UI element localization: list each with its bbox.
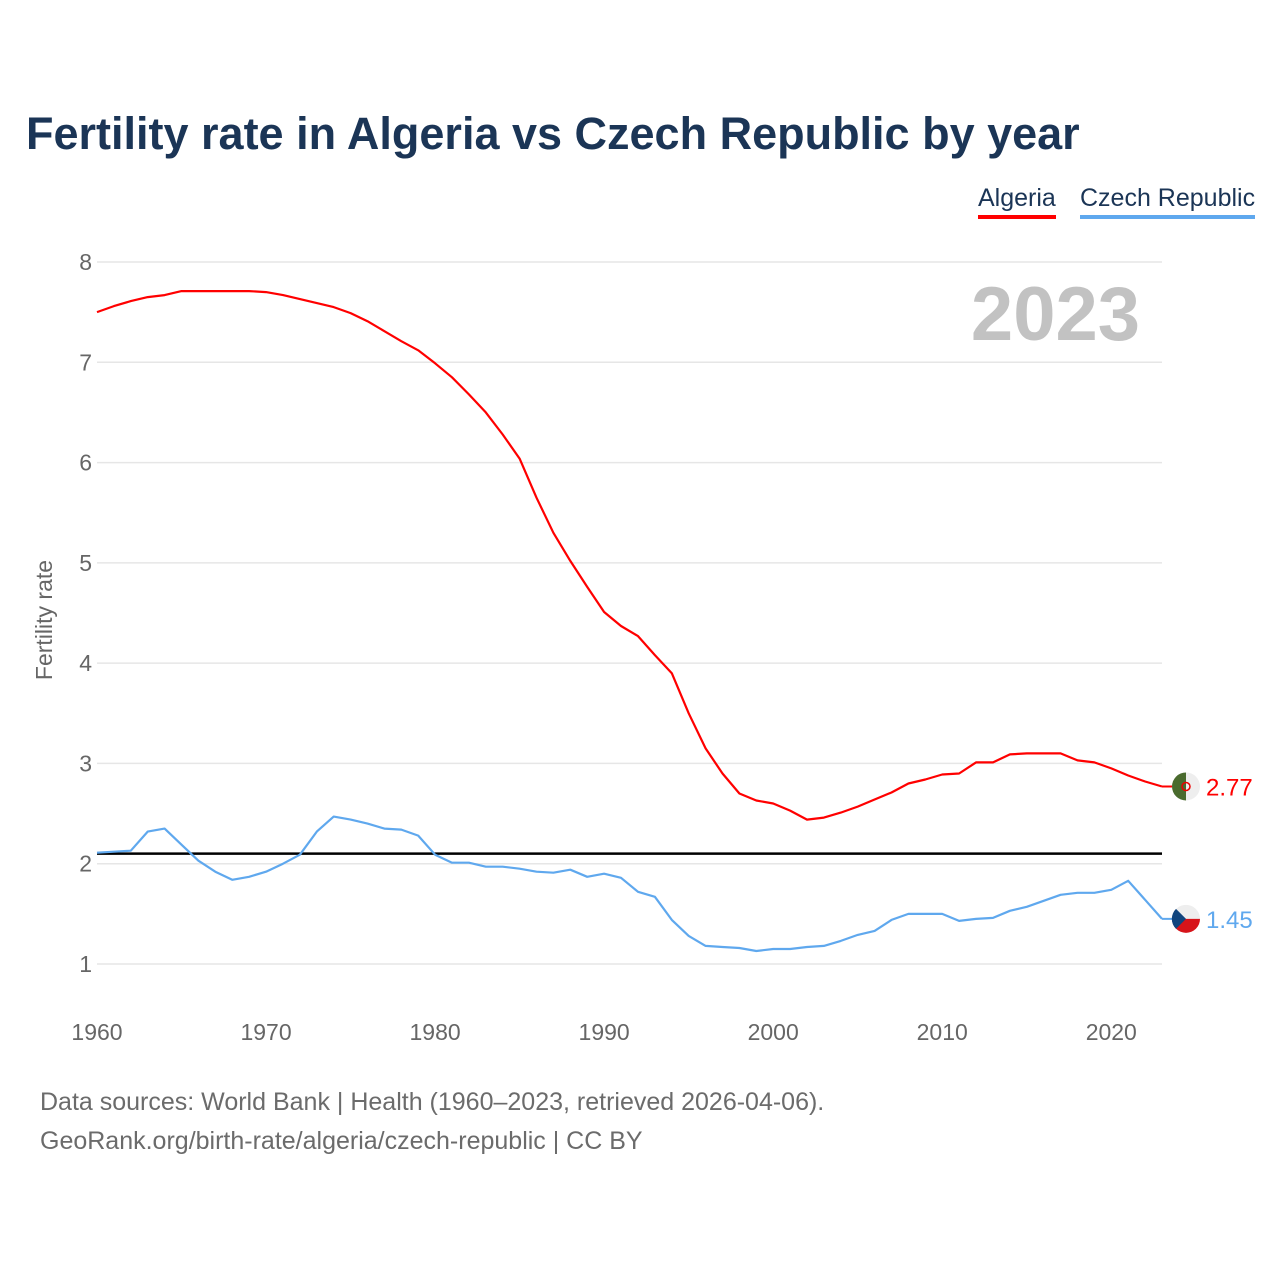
- x-tick-label: 2020: [1086, 1019, 1137, 1045]
- end-value-label: 2.77: [1206, 774, 1253, 801]
- series-line-algeria: [96, 290, 1163, 821]
- x-tick-label: 1970: [240, 1019, 291, 1045]
- x-tick-label: 1990: [579, 1019, 630, 1045]
- footer-sources: Data sources: World Bank | Health (1960–…: [40, 1088, 825, 1116]
- series-line-czech-republic: [96, 815, 1163, 953]
- footer-credit: GeoRank.org/birth-rate/algeria/czech-rep…: [40, 1127, 643, 1155]
- year-watermark: 2023: [971, 272, 1140, 357]
- chart-title: Fertility rate in Algeria vs Czech Repub…: [26, 108, 1080, 159]
- x-tick-label: 2000: [748, 1019, 799, 1045]
- x-tick-label: 2010: [917, 1019, 968, 1045]
- y-tick-label: 3: [79, 750, 92, 776]
- y-tick-label: 6: [79, 450, 92, 476]
- legend-czech-republic[interactable]: Czech Republic: [1080, 184, 1256, 219]
- y-tick-label: 4: [79, 650, 92, 676]
- legend-algeria[interactable]: Algeria: [978, 184, 1056, 219]
- y-tick-label: 8: [79, 249, 92, 275]
- y-tick-label: 1: [79, 951, 92, 977]
- x-tick-label: 1980: [410, 1019, 461, 1045]
- end-value-label: 1.45: [1206, 907, 1253, 934]
- y-tick-label: 2: [79, 851, 92, 877]
- flag-algeria-green: [1172, 772, 1186, 801]
- flag-czech-blue: [1171, 908, 1186, 929]
- flag-algeria-crescent: [1181, 781, 1191, 792]
- y-tick-label: 5: [79, 550, 92, 576]
- x-tick-label: 1960: [71, 1019, 122, 1045]
- y-axis-label: Fertility rate: [31, 560, 57, 680]
- y-tick-label: 7: [79, 349, 92, 375]
